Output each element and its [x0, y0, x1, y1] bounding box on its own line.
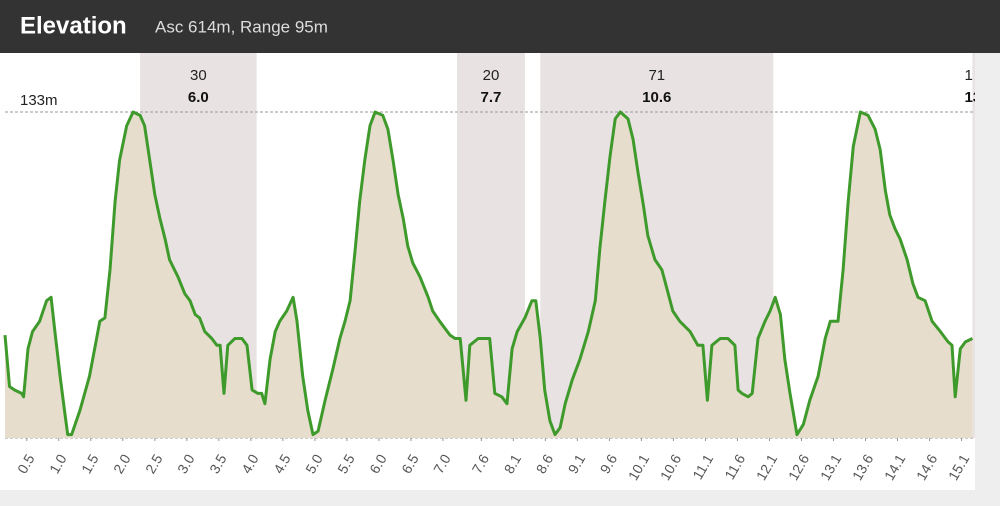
- segment-top-label: 1: [964, 67, 972, 84]
- segment-top-label: 30: [190, 67, 207, 84]
- chart-subtitle: Asc 614m, Range 95m: [155, 17, 328, 36]
- segment-bottom-label: 7.7: [481, 89, 502, 106]
- segment-bottom-label: 10.6: [642, 89, 671, 106]
- header-bar: [0, 0, 1000, 53]
- elevation-line: [3, 110, 974, 437]
- segment-top-label: 71: [648, 67, 665, 84]
- segment-bottom-label: 13: [964, 89, 981, 106]
- y-tick-label: 133m: [20, 92, 58, 109]
- segment-top-label: 20: [483, 67, 500, 84]
- chart-title: Elevation: [20, 12, 127, 39]
- segment-bottom-label: 6.0: [188, 89, 209, 106]
- segment-band: [972, 53, 975, 438]
